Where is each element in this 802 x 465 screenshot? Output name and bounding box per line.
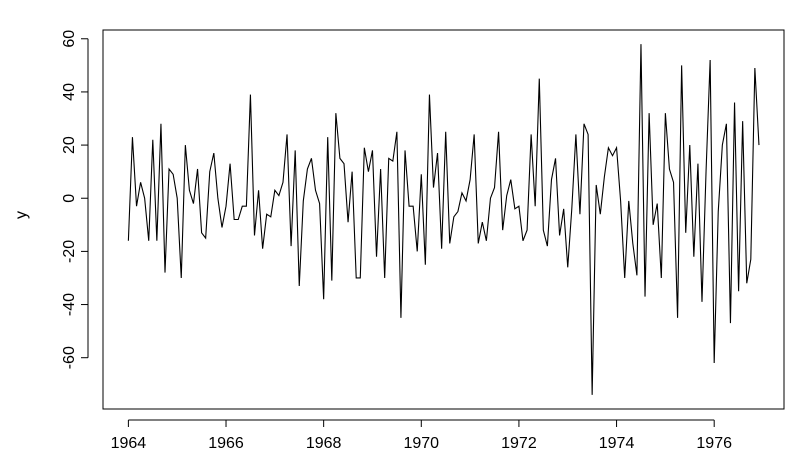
plot-frame	[102, 29, 785, 410]
series-line	[127, 44, 760, 395]
x-tick-label: 1966	[208, 435, 244, 452]
y-tick-label: 0	[61, 194, 78, 203]
x-tick-label: 1972	[501, 435, 537, 452]
y-tick-label: -20	[61, 240, 78, 263]
y-axis-label: y	[13, 211, 30, 219]
y-tick-label: 40	[61, 83, 78, 101]
x-tick-label: 1970	[403, 435, 439, 452]
x-tick-label: 1974	[599, 435, 635, 452]
x-tick-label: 1976	[696, 435, 732, 452]
y-tick-label: 60	[61, 30, 78, 48]
y-tick-label: 20	[61, 136, 78, 154]
y-tick-label: -60	[61, 346, 78, 369]
y-tick-label: -40	[61, 293, 78, 316]
x-tick-label: 1968	[306, 435, 342, 452]
x-tick-label: 1964	[111, 435, 147, 452]
